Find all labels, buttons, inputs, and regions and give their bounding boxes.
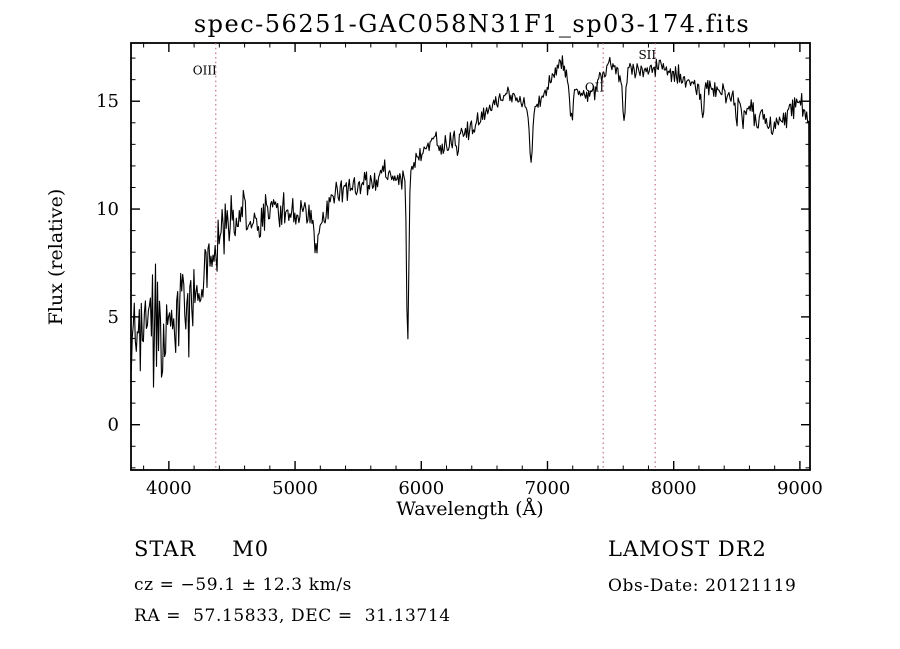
ra-dec: RA = 57.15833, DEC = 31.13714 [134, 606, 451, 626]
x-tick-label: 4000 [146, 478, 192, 499]
classification-label: STAR M0 [134, 537, 269, 561]
plot-frame [130, 42, 811, 471]
line-label-oii: OII [585, 81, 605, 95]
plot-area: 4000 5000 6000 7000 8000 9000 0 5 10 15 OIII OII SII [96, 42, 823, 499]
cz-value: cz = −59.1 ± 12.3 km/s [134, 575, 353, 595]
x-tick-label: 6000 [398, 478, 444, 499]
x-axis-label: Wavelength (Å) [396, 498, 543, 520]
x-tick-label: 7000 [525, 478, 571, 499]
obs-date: Obs-Date: 20121119 [608, 576, 797, 596]
spectrum-plot-canvas: spec-56251-GAC058N31F1_sp03-174.fits Wav… [45, 10, 823, 520]
x-tick-label: 5000 [272, 478, 318, 499]
object-subclass: M0 [232, 537, 270, 561]
chart-title: spec-56251-GAC058N31F1_sp03-174.fits [194, 10, 750, 38]
survey-label: LAMOST DR2 [608, 537, 767, 561]
x-tick-label: 8000 [651, 478, 697, 499]
y-tick-label: 15 [96, 91, 119, 112]
y-tick-label: 5 [108, 307, 119, 328]
y-tick-label: 10 [96, 199, 119, 220]
y-tick-label: 0 [108, 415, 119, 436]
line-label-oiii: OIII [193, 63, 217, 77]
y-axis-label: Flux (relative) [45, 189, 67, 326]
x-tick-label: 9000 [777, 478, 823, 499]
line-label-sii: SII [638, 48, 656, 62]
object-class: STAR [134, 537, 197, 561]
spectrum-line [130, 55, 811, 388]
